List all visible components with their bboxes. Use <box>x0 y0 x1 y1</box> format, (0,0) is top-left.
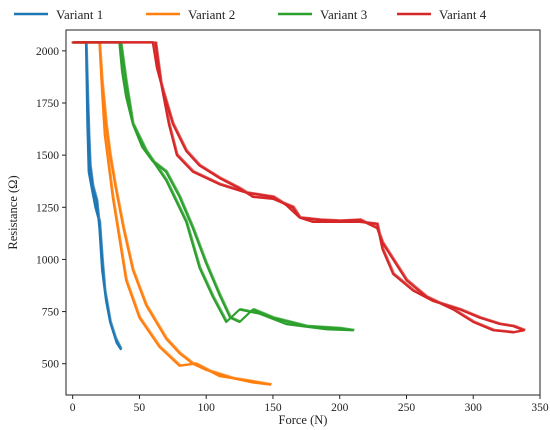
legend-label: Variant 2 <box>188 7 235 22</box>
series-line-2-cycle <box>73 40 273 385</box>
x-tick-label: 50 <box>134 402 146 414</box>
plot-area <box>65 29 541 396</box>
x-tick-label: 350 <box>531 402 549 414</box>
y-tick-label: 1250 <box>36 202 59 214</box>
y-tick-label: 500 <box>42 359 60 371</box>
legend-label: Variant 3 <box>320 7 367 22</box>
y-tick-label: 1750 <box>36 98 59 110</box>
series-line-3 <box>71 41 355 332</box>
series-line-1-cycle <box>73 40 123 349</box>
y-axis-label: Resistance (Ω) <box>6 175 20 249</box>
legend-label: Variant 4 <box>439 7 487 22</box>
y-tick-label: 750 <box>42 307 60 319</box>
x-axis-ticks: 0 50 100 150 200 250 300 350 <box>70 395 549 414</box>
y-tick-label: 1000 <box>36 254 59 266</box>
series-layer <box>71 40 526 386</box>
x-tick-label: 300 <box>465 402 483 414</box>
series-line-2 <box>71 41 272 386</box>
x-tick-label: 250 <box>398 402 416 414</box>
x-tick-label: 150 <box>264 402 282 414</box>
series-line-3-cycle <box>73 40 355 330</box>
y-axis-ticks: 500 750 1000 1250 1500 1750 2000 <box>36 46 66 371</box>
plot-frame <box>65 29 541 396</box>
legend-label: Variant 1 <box>56 7 103 22</box>
x-tick-label: 100 <box>198 402 216 414</box>
y-tick-label: 1500 <box>36 150 59 162</box>
series-line-4 <box>71 41 526 334</box>
x-axis-label: Force (N) <box>279 413 328 427</box>
series-line-4-cycle <box>73 40 526 332</box>
x-tick-label: 200 <box>331 402 349 414</box>
x-tick-label: 0 <box>70 402 76 414</box>
legend: Variant 1 Variant 2 Variant 3 Variant 4 <box>14 7 487 22</box>
y-tick-label: 2000 <box>36 46 59 58</box>
